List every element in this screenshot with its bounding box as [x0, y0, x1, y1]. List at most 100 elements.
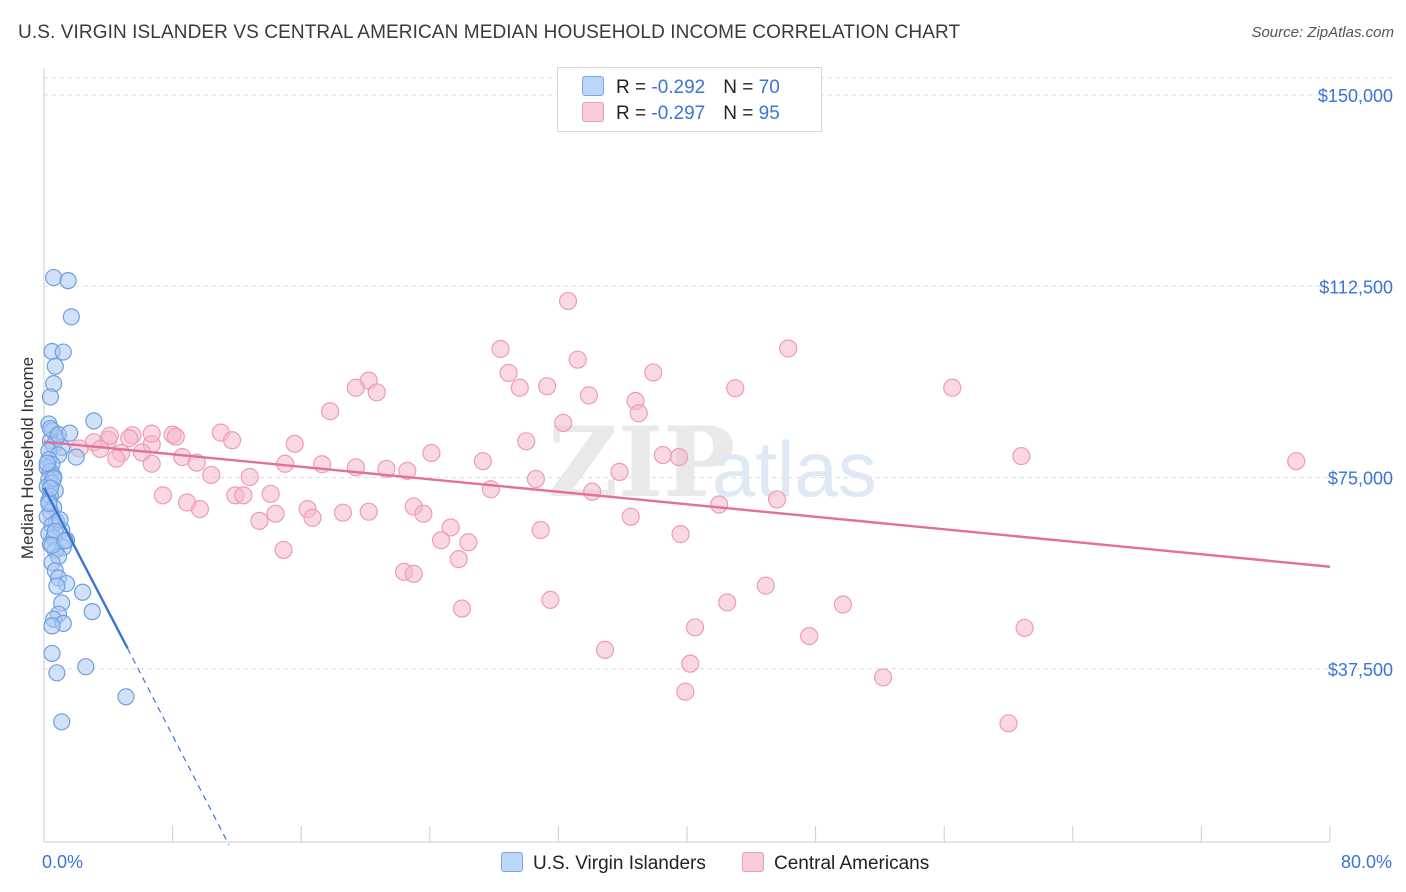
central-american-point	[726, 379, 745, 398]
central-american-point	[346, 378, 365, 397]
central-american-point	[568, 350, 587, 369]
central-american-point	[441, 518, 460, 537]
central-american-point	[261, 484, 280, 503]
virgin-islander-point	[59, 272, 77, 290]
central-american-point	[554, 413, 573, 433]
virgin-islander-point	[45, 268, 63, 287]
central-american-point	[710, 495, 729, 514]
central-american-point	[671, 525, 690, 544]
virgin-islander-point	[73, 583, 92, 601]
virgin-islanders-trend-extension	[127, 648, 230, 845]
y-tick-label: $150,000	[1318, 86, 1393, 106]
virgin-islander-point	[43, 617, 61, 635]
central-american-point	[718, 593, 737, 612]
central-american-point	[833, 595, 853, 614]
y-tick-labels: $37,500 $75,000 $112,500 $150,000	[1318, 86, 1393, 680]
central-american-point	[202, 465, 221, 485]
legend-n-value: 70	[758, 77, 780, 98]
central-american-point	[676, 682, 695, 701]
y-tick-label: $75,000	[1328, 469, 1393, 489]
central-american-point	[333, 503, 353, 522]
central-american-point	[1012, 446, 1031, 466]
central-american-point	[779, 339, 798, 358]
bottom-legend-swatch-pink	[742, 852, 764, 872]
central-american-point	[874, 668, 893, 687]
bottom-legend-label: U.S. Virgin Islanders	[533, 853, 706, 874]
central-american-point	[274, 540, 293, 560]
central-american-point	[431, 531, 451, 550]
central-american-point	[595, 640, 615, 659]
central-american-point	[517, 432, 536, 451]
central-american-point	[404, 564, 423, 583]
legend-n-label: N =	[723, 103, 759, 124]
central-american-point	[414, 504, 433, 523]
central-american-point	[685, 618, 705, 637]
virgin-islander-point	[77, 658, 95, 676]
central-american-point	[250, 511, 269, 530]
central-american-point	[999, 714, 1018, 733]
central-american-point	[767, 490, 787, 509]
watermark-zip: ZIP	[548, 406, 735, 519]
legend-n-label: N =	[723, 77, 759, 98]
virgin-islander-point	[38, 454, 56, 472]
central-american-point	[800, 627, 819, 646]
virgin-islander-point	[48, 577, 66, 595]
virgin-islander-point	[48, 664, 66, 682]
legend-swatch-pink	[582, 102, 604, 122]
central-american-point	[526, 469, 545, 489]
central-american-point	[377, 459, 396, 478]
legend-row-virgin-islanders: R = -0.292 N = 70	[582, 76, 780, 100]
central-american-point	[359, 502, 378, 521]
central-americans-points	[70, 291, 1306, 733]
central-american-point	[452, 599, 472, 618]
central-american-point	[491, 339, 510, 359]
virgin-islander-point	[67, 448, 85, 466]
central-american-point	[222, 431, 242, 450]
virgin-islander-point	[41, 388, 60, 406]
bottom-legend-central-americans: Central Americans	[742, 852, 929, 876]
central-american-point	[481, 480, 500, 499]
central-american-point	[473, 452, 492, 471]
central-american-point	[422, 443, 441, 463]
legend-r-label: R =	[616, 77, 652, 98]
legend-r-value: -0.292	[651, 77, 706, 98]
central-american-point	[610, 462, 629, 481]
central-americans-trend-line	[43, 440, 1331, 568]
virgin-islander-point	[53, 713, 71, 731]
central-american-point	[177, 493, 197, 512]
central-american-point	[107, 449, 126, 468]
chart-title: U.S. VIRGIN ISLANDER VS CENTRAL AMERICAN…	[18, 22, 961, 43]
central-american-point	[142, 454, 161, 473]
virgin-islanders-trend-line	[42, 487, 129, 649]
central-american-point	[285, 434, 304, 453]
bottom-legend-virgin-islanders: U.S. Virgin Islanders	[501, 852, 706, 876]
central-american-point	[459, 533, 478, 552]
central-american-point	[398, 461, 417, 480]
legend-n-value: 95	[758, 103, 780, 124]
virgin-islander-point	[117, 688, 135, 706]
watermark-atlas: atlas	[712, 425, 877, 513]
gridlines	[44, 77, 1392, 670]
virgin-islander-point	[62, 308, 80, 326]
central-american-point	[756, 576, 775, 595]
y-tick-label: $112,500	[1319, 277, 1393, 297]
correlation-legend: R = -0.292 N = 70 R = -0.297 N = 95	[557, 67, 822, 132]
central-american-point	[629, 404, 648, 423]
central-american-point	[240, 467, 259, 487]
central-american-point	[681, 654, 700, 673]
central-american-point	[653, 445, 672, 465]
legend-r-value: -0.297	[651, 103, 706, 124]
virgin-islander-point	[54, 343, 72, 361]
bottom-legend-swatch-blue	[501, 852, 523, 872]
central-american-point	[531, 520, 550, 540]
central-american-point	[579, 386, 599, 405]
bottom-legend-label: Central Americans	[774, 853, 930, 874]
virgin-islander-point	[85, 412, 103, 430]
central-american-point	[538, 377, 557, 396]
central-american-point	[120, 429, 139, 448]
y-tick-label: $37,500	[1328, 660, 1393, 680]
source-label: Source: ZipAtlas.com	[1251, 24, 1394, 41]
central-american-point	[303, 508, 322, 527]
central-american-point	[367, 383, 386, 402]
legend-r-label: R =	[616, 103, 652, 124]
